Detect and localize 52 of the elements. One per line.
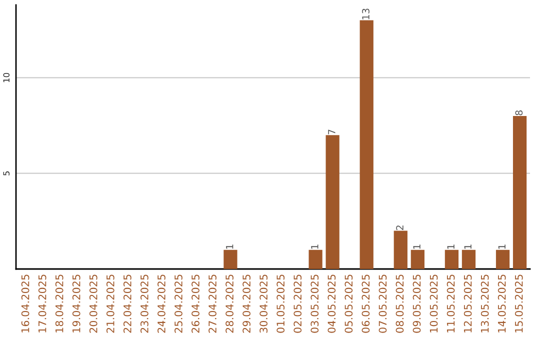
bar — [462, 250, 476, 269]
x-tick-label: 05.05.2025 — [344, 274, 353, 333]
x-tick-label: 30.04.2025 — [260, 274, 268, 333]
bar — [496, 250, 510, 269]
data-label: 8 — [515, 110, 523, 116]
x-tick-label: 24.04.2025 — [158, 274, 166, 333]
data-label: 2 — [396, 226, 404, 230]
bar — [512, 116, 527, 269]
data-label: 1 — [226, 244, 234, 249]
x-tick-label: 17.04.2025 — [38, 274, 46, 332]
x-tick-label: 21.04.2025 — [106, 274, 114, 333]
x-tick-label: 29.04.2025 — [242, 274, 250, 333]
x-tick-label: 13.05.2025 — [480, 274, 489, 332]
x-tick-label: 14.05.2025 — [498, 274, 506, 332]
x-tick-label: 25.04.2025 — [174, 274, 182, 333]
x-tick-label: 09.05.2025 — [412, 274, 421, 333]
x-tick-label: 11.05.2025 — [446, 274, 455, 332]
x-tick-label: 02.05.2025 — [294, 274, 302, 333]
data-label: 1 — [311, 244, 318, 249]
x-tick-label: 23.04.2025 — [140, 274, 148, 333]
x-tick-label: 07.05.2025 — [378, 274, 387, 333]
bar — [224, 250, 238, 269]
data-label: 1 — [498, 244, 506, 249]
x-tick-label: 04.05.2025 — [328, 274, 336, 333]
y-tick-label: 10 — [3, 72, 10, 82]
x-tick-label: 20.04.2025 — [89, 274, 98, 333]
x-tick-label: 01.05.2025 — [276, 274, 285, 333]
data-label: 1 — [413, 244, 420, 249]
bar — [410, 250, 424, 269]
x-tick-label: 19.04.2025 — [72, 274, 80, 332]
bar — [326, 135, 340, 269]
bar — [360, 20, 374, 269]
data-label: 13 — [362, 8, 370, 20]
x-tick-label: 10.05.2025 — [430, 274, 438, 332]
data-label: 7 — [328, 130, 336, 134]
data-label: 1 — [447, 244, 454, 249]
x-tick-label: 18.04.2025 — [55, 274, 64, 332]
x-tick-label: 22.04.2025 — [123, 274, 132, 333]
x-tick-label: 03.05.2025 — [310, 274, 319, 333]
x-tick-label: 27.04.2025 — [208, 274, 216, 333]
x-tick-label: 16.04.2025 — [21, 274, 30, 332]
x-tick-label: 26.04.2025 — [192, 274, 200, 333]
y-tick-label: 5 — [3, 171, 10, 176]
x-tick-label: 06.05.2025 — [362, 274, 370, 333]
x-tick-label: 12.05.2025 — [464, 274, 472, 332]
x-tick-label: 08.05.2025 — [396, 274, 404, 333]
x-tick-label: 28.04.2025 — [226, 274, 234, 333]
x-tick-label: 15.05.2025 — [514, 274, 523, 332]
bar — [308, 250, 322, 269]
data-label: 1 — [464, 244, 472, 249]
bar — [444, 250, 459, 269]
bar — [394, 230, 408, 269]
